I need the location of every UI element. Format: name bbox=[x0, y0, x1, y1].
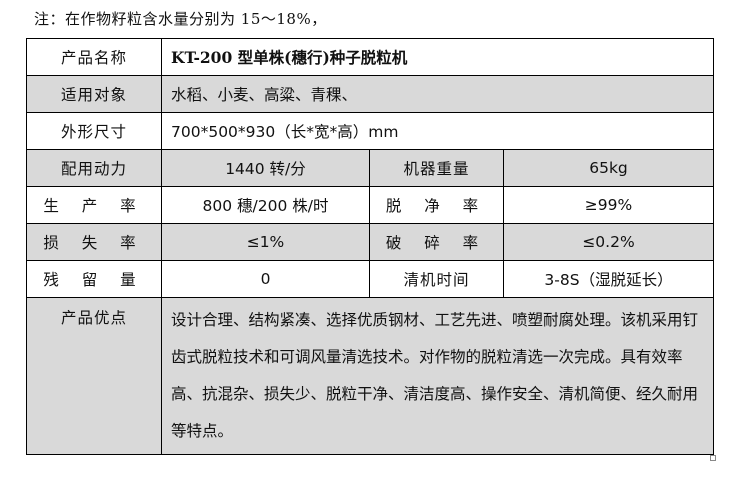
label-breakage: 破 碎 率 bbox=[369, 223, 504, 261]
label-weight: 机器重量 bbox=[369, 149, 504, 187]
row-power: 配用动力 1440 转/分 机器重量 65kg bbox=[26, 149, 715, 187]
label-productivity: 生 产 率 bbox=[26, 186, 162, 224]
label-loss: 损 失 率 bbox=[26, 223, 162, 261]
row-advantages: 产品优点 设计合理、结构紧凑、选择优质钢材、工艺先进、喷塑耐腐处理。该机采用钉齿… bbox=[26, 297, 715, 455]
label-clean-time: 清机时间 bbox=[369, 260, 504, 298]
label-advantages: 产品优点 bbox=[26, 297, 162, 455]
value-advantages: 设计合理、结构紧凑、选择优质钢材、工艺先进、喷塑耐腐处理。该机采用钉齿式脱粒技术… bbox=[160, 297, 715, 455]
row-dimensions: 外形尺寸 700*500*930（长*宽*高）mm bbox=[26, 112, 715, 150]
row-loss: 损 失 率 ≤1% 破 碎 率 ≤0.2% bbox=[26, 223, 715, 261]
label-applicable: 适用对象 bbox=[26, 75, 162, 113]
label-residue: 残 留 量 bbox=[26, 260, 162, 298]
row-productivity: 生 产 率 800 穗/200 株/时 脱 净 率 ≥99% bbox=[26, 186, 715, 224]
row-residue: 残 留 量 0 清机时间 3-8S（湿脱延长） bbox=[26, 260, 715, 298]
value-applicable: 水稻、小麦、高粱、青稞、 bbox=[160, 75, 715, 113]
value-dimensions: 700*500*930（长*宽*高）mm bbox=[160, 112, 715, 150]
value-power: 1440 转/分 bbox=[161, 149, 370, 187]
moisture-note: 注：在作物籽粒含水量分别为 15～18%， bbox=[34, 10, 327, 28]
row-applicable: 适用对象 水稻、小麦、高粱、青稞、 bbox=[26, 75, 715, 113]
value-threshing-rate: ≥99% bbox=[502, 186, 715, 224]
value-weight: 65kg bbox=[502, 149, 715, 187]
table-resize-handle bbox=[710, 455, 716, 461]
spec-table: 产品名称 KT-200 型单株(穗行)种子脱粒机 适用对象 水稻、小麦、高粱、青… bbox=[26, 38, 715, 455]
label-dimensions: 外形尺寸 bbox=[26, 112, 162, 150]
row-product-name: 产品名称 KT-200 型单株(穗行)种子脱粒机 bbox=[26, 38, 715, 76]
value-residue: 0 bbox=[161, 260, 370, 298]
label-power: 配用动力 bbox=[26, 149, 162, 187]
label-product-name: 产品名称 bbox=[26, 38, 162, 76]
value-product-name: KT-200 型单株(穗行)种子脱粒机 bbox=[160, 38, 715, 76]
value-clean-time: 3-8S（湿脱延长） bbox=[502, 260, 715, 298]
value-breakage: ≤0.2% bbox=[502, 223, 715, 261]
value-productivity: 800 穗/200 株/时 bbox=[161, 186, 370, 224]
label-threshing-rate: 脱 净 率 bbox=[369, 186, 504, 224]
value-loss: ≤1% bbox=[161, 223, 370, 261]
